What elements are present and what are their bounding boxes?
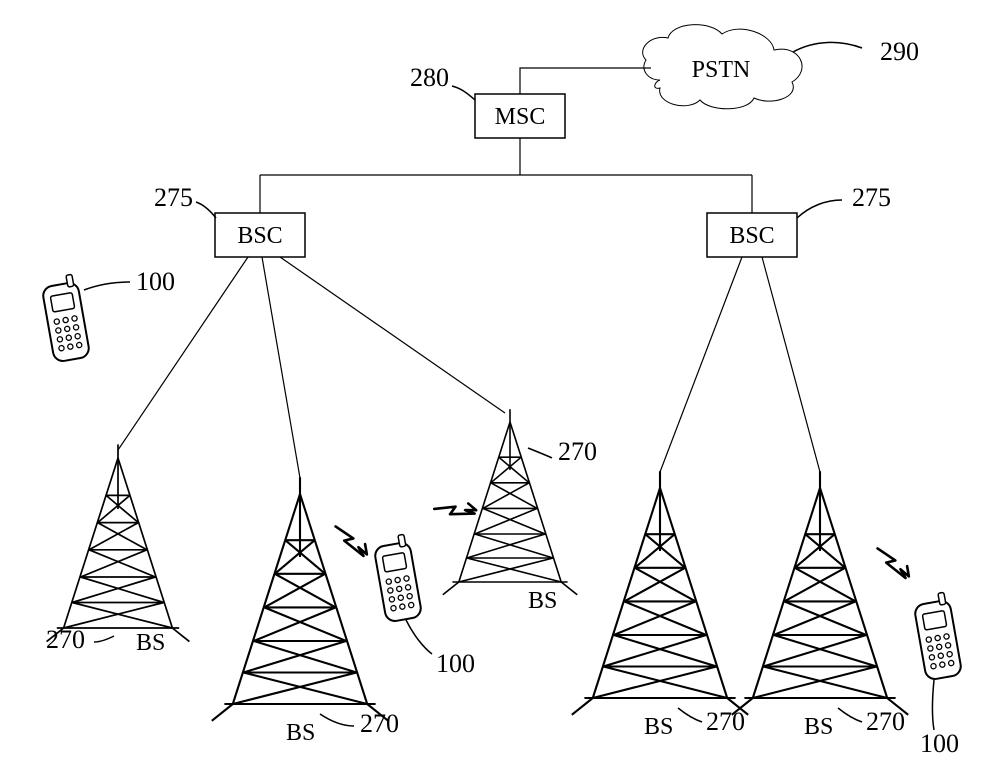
ref-270-4: 270 bbox=[706, 707, 745, 736]
phone-2 bbox=[372, 534, 422, 623]
leader-270-3 bbox=[528, 448, 552, 458]
ref-290: 290 bbox=[880, 37, 919, 66]
bs2-label: BS bbox=[286, 720, 315, 746]
bs-tower-4 bbox=[572, 471, 748, 715]
pstn-label: PSTN bbox=[692, 57, 751, 83]
pstn-cloud: PSTN bbox=[643, 25, 802, 109]
leader-275r bbox=[797, 200, 842, 218]
ref-270-5: 270 bbox=[866, 707, 905, 736]
bsc-left-label: BSC bbox=[237, 223, 282, 249]
leader-270-1 bbox=[94, 636, 114, 642]
radio-bolt-bs5-ph3 bbox=[871, 548, 914, 578]
phone-1 bbox=[40, 274, 90, 363]
edge-bscl-bs2 bbox=[262, 257, 300, 478]
radio-bolt-bs2-ph2 bbox=[329, 526, 372, 556]
ref-100-3: 100 bbox=[920, 729, 959, 758]
phone-3 bbox=[912, 592, 962, 681]
edge-bscr-bs4 bbox=[660, 257, 742, 472]
ref-280: 280 bbox=[410, 63, 449, 92]
leader-100-1 bbox=[84, 282, 130, 290]
ref-270-2: 270 bbox=[360, 709, 399, 738]
leader-270-5 bbox=[838, 708, 862, 722]
ref-270-1: 270 bbox=[46, 625, 85, 654]
bs4-label: BS bbox=[644, 714, 673, 740]
leader-270-2 bbox=[320, 714, 354, 726]
leader-270-4 bbox=[678, 708, 702, 722]
ref-275-right: 275 bbox=[852, 183, 891, 212]
bs1-label: BS bbox=[136, 630, 165, 656]
ref-100-1: 100 bbox=[136, 267, 175, 296]
leader-290 bbox=[793, 42, 862, 52]
edge-bscr-bs5 bbox=[762, 257, 820, 472]
leader-100-2 bbox=[406, 620, 432, 654]
bs5-label: BS bbox=[804, 714, 833, 740]
edge-pstn-msc bbox=[520, 68, 651, 94]
ref-270-3: 270 bbox=[558, 437, 597, 466]
bs-tower-2 bbox=[212, 477, 388, 721]
edge-bscl-bs3 bbox=[280, 257, 505, 413]
bs-tower-5 bbox=[732, 471, 908, 715]
msc-label: MSC bbox=[495, 104, 546, 130]
leader-100-3 bbox=[933, 680, 935, 730]
radio-bolt-bs3-ph2 bbox=[434, 496, 477, 526]
leader-275l bbox=[196, 202, 216, 218]
network-diagram: PSTN 290 MSC 280 BSC 275 BSC 275 BS 270 … bbox=[0, 0, 1000, 778]
bs3-label: BS bbox=[528, 588, 557, 614]
leader-280 bbox=[452, 86, 475, 100]
edge-msc-split bbox=[260, 138, 752, 213]
ref-275-left: 275 bbox=[154, 183, 193, 212]
bsc-right-label: BSC bbox=[729, 223, 774, 249]
ref-100-2: 100 bbox=[436, 649, 475, 678]
bs-tower-1 bbox=[47, 444, 190, 641]
